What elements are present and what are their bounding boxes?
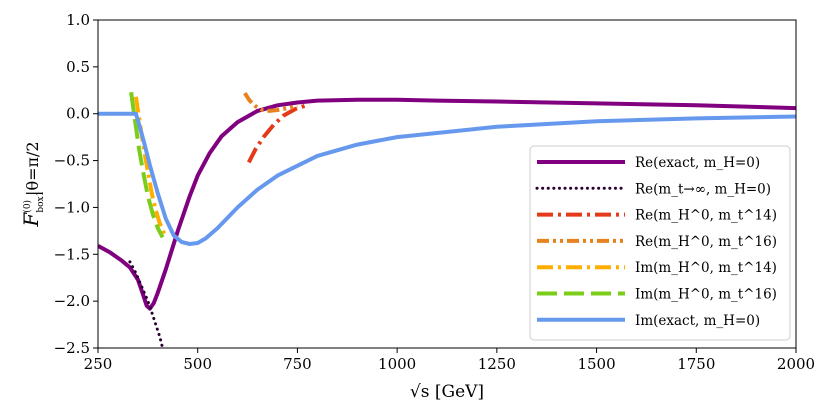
x-axis-ticks: 250 500 750 1000 1250 1500 1750 2000	[84, 348, 815, 373]
legend-label-re-exact-m-h-0: Re(exact, m_H=0)	[635, 155, 760, 171]
y-tick-label: −1.0	[54, 198, 90, 216]
y-tick-label: 1.0	[66, 11, 90, 29]
x-tick-label: 250	[84, 355, 113, 373]
y-tick-label: 0.0	[66, 105, 90, 123]
x-tick-label: 1250	[478, 355, 516, 373]
legend: Re(exact, m_H=0) Re(m_t→∞, m_H=0) Re(m_H^0…	[529, 145, 791, 341]
plot-frame	[97, 19, 797, 349]
x-tick-label: 2000	[777, 355, 815, 373]
series-line-re-m-t-m-h-0	[128, 260, 165, 348]
x-tick-label: 1000	[378, 355, 416, 373]
y-tick-label: −0.5	[54, 152, 90, 170]
series-line-re-m-h-0-m-t-16	[243, 92, 298, 113]
series-line-re-exact-m-h-0	[98, 97, 796, 311]
y-axis-label-cond: |θ=π/2	[23, 141, 42, 196]
y-axis-label: Fbox1(0) |θ=π/2	[19, 141, 46, 227]
series-line-im-m-h-0-m-t-16	[129, 91, 165, 239]
y-axis-ticks: 1.0 0.5 0.0 −0.5 −1.0 −1.5 −2.0 −2.5	[54, 11, 98, 357]
series-layer	[98, 91, 796, 348]
y-tick-label: 0.5	[66, 58, 90, 76]
y-axis-label-sub: box1	[36, 191, 46, 213]
legend-label-re-m-h-0-m-t-16: Re(m_H^0, m_t^16)	[635, 234, 777, 250]
legend-label-im-exact-m-h-0: Im(exact, m_H=0)	[635, 313, 760, 329]
legend-label-re-m-h-0-m-t-14: Re(m_H^0, m_t^14)	[635, 208, 777, 224]
x-tick-label: 1500	[577, 355, 615, 373]
x-axis-label: √s [GeV]	[410, 382, 484, 402]
y-axis-label-main: F	[19, 212, 43, 228]
x-tick-label: 500	[183, 355, 212, 373]
series-line-re-m-h-0-m-t-14	[247, 102, 311, 164]
svg-text:Fbox1(0)|θ=π/2: Fbox1(0) |θ=π/2	[19, 141, 46, 227]
legend-label-im-m-h-0-m-t-14: Im(m_H^0, m_t^14)	[635, 260, 777, 276]
y-axis-label-sup: (0)	[22, 200, 33, 213]
y-tick-label: −2.5	[54, 339, 90, 357]
y-tick-label: −2.0	[54, 292, 90, 310]
x-tick-label: 750	[283, 355, 312, 373]
legend-label-im-m-h-0-m-t-16: Im(m_H^0, m_t^16)	[635, 287, 777, 303]
legend-label-re-m-t-m-h-0: Re(m_t→∞, m_H=0)	[635, 181, 771, 197]
y-tick-label: −1.5	[54, 245, 90, 263]
series-line-im-exact-m-h-0	[98, 111, 796, 246]
x-tick-label: 1750	[677, 355, 715, 373]
